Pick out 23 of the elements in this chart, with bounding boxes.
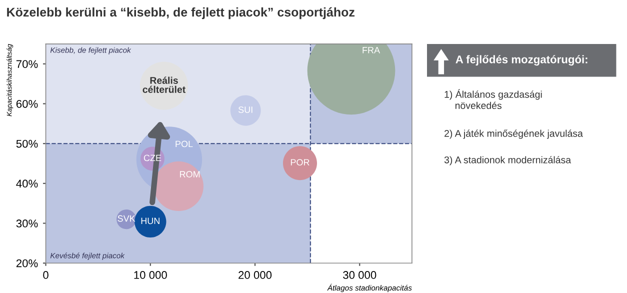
series-label: POR (290, 159, 310, 166)
y-tick-label: 20% (16, 259, 38, 268)
series-label: HUN (141, 218, 160, 224)
series-label: POL (176, 140, 193, 148)
y-tick-label: 60% (16, 100, 38, 108)
text: 3) A stadionok modernizálása (444, 156, 572, 166)
series-label: SUI (238, 106, 252, 113)
series-label: Reális célterület (142, 76, 186, 93)
text: 1) Általános gazdasági növekedés (444, 89, 542, 110)
y-tick-label: 40% (16, 180, 38, 188)
text: 2) A játék minőségének javulása (444, 130, 583, 139)
series-label: ROM (180, 171, 200, 178)
x-tick-label: 0 (43, 271, 48, 279)
y-tick-label: 70% (16, 60, 38, 68)
x-tick-label: 10 000 (134, 271, 167, 279)
y-tick-label: 30% (16, 220, 38, 228)
series-label: SVK (118, 215, 136, 222)
chart-title: Közelebb kerülni a “kisebb, de fejlett piacok” csoportjához (7, 7, 355, 20)
text: A fejlődés mozgatórugói: (456, 55, 588, 66)
x-tick-label: 30 000 (343, 271, 376, 279)
series-label: FRA (362, 47, 380, 54)
x-tick-label: 20 000 (238, 271, 272, 279)
y-tick-label: 50% (16, 140, 38, 148)
